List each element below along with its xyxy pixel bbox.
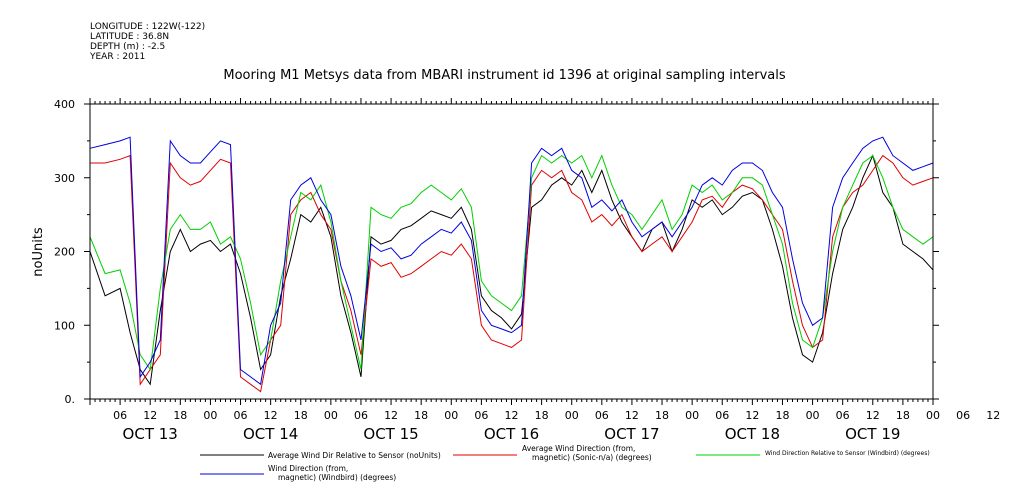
legend-label: Average Wind Dir Relative to Sensor (noU…: [268, 451, 441, 460]
depth-text: DEPTH (m) : -2.5: [90, 42, 166, 52]
day-label: OCT 19: [845, 425, 900, 443]
series-line-0: [89, 154, 934, 386]
x-tick-label: 12: [866, 409, 880, 422]
x-tick-label: 18: [655, 409, 669, 422]
y-tick-label: 300: [54, 172, 75, 185]
y-axis-label: noUnits: [31, 227, 46, 277]
series-layer: [89, 136, 934, 393]
x-tick-label: 00: [565, 409, 579, 422]
metadata-block: LONGITUDE : 122W(-122) LATITUDE : 36.8N …: [90, 22, 205, 62]
day-label: OCT 16: [484, 425, 539, 443]
x-tick-label: 12: [625, 409, 639, 422]
x-tick-label: 06: [595, 409, 609, 422]
x-tick-label: 06: [234, 409, 248, 422]
day-label: OCT 14: [243, 425, 298, 443]
day-label: OCT 13: [123, 425, 178, 443]
year-text: YEAR : 2011: [90, 52, 146, 62]
day-label: OCT 17: [604, 425, 659, 443]
x-tick-label: 12: [986, 409, 1000, 422]
x-tick-label: 06: [836, 409, 850, 422]
x-tick-label: 00: [444, 409, 458, 422]
longitude-text: LONGITUDE : 122W(-122): [90, 22, 206, 32]
x-tick-label: 00: [324, 409, 338, 422]
x-tick-label: 12: [745, 409, 759, 422]
x-tick-label: 18: [414, 409, 428, 422]
x-tick-label: 00: [685, 409, 699, 422]
series-line-2: [89, 154, 934, 371]
x-tick-label: 18: [775, 409, 789, 422]
y-tick-label: 100: [54, 319, 75, 332]
plot-frame: [89, 103, 934, 400]
x-tick-label: 06: [956, 409, 970, 422]
x-tick-label: 06: [715, 409, 729, 422]
legend-label: Average Wind Direction (from, magnetic) (…: [522, 444, 652, 462]
x-tick-label: 00: [806, 409, 820, 422]
series-line-1: [90, 154, 934, 393]
x-tick-label: 00: [926, 409, 940, 422]
axes-layer: 0. 100 200 300 400 06 12 18 00 06 12 18 00 06 12 18 00 06…: [54, 98, 1000, 443]
x-tick-label: 12: [143, 409, 157, 422]
x-tick-label: 06: [474, 409, 488, 422]
day-label: OCT 18: [725, 425, 780, 443]
day-label: OCT 15: [363, 425, 418, 443]
series-line-3: [89, 136, 934, 386]
chart-title: Mooring M1 Metsys data from MBARI instru…: [223, 68, 786, 83]
x-tick-label: 18: [535, 409, 549, 422]
x-tick-label: 06: [354, 409, 368, 422]
legend-label: Wind Direction Relative to Sensor (Windb…: [765, 450, 930, 457]
x-tick-label: 12: [264, 409, 278, 422]
x-tick-label: 18: [896, 409, 910, 422]
legend-label: Wind Direction (from, magnetic) (Windbird…: [268, 464, 396, 482]
latitude-text: LATITUDE : 36.8N: [90, 32, 170, 42]
y-tick-label: 0.: [65, 393, 76, 406]
x-tick-label: 06: [113, 409, 127, 422]
y-tick-label: 200: [54, 246, 75, 259]
y-tick-label: 400: [54, 98, 75, 111]
legend: Average Wind Dir Relative to Sensor (noU…: [200, 444, 930, 482]
x-tick-label: 12: [505, 409, 519, 422]
x-tick-label: 18: [294, 409, 308, 422]
x-tick-label: 18: [173, 409, 187, 422]
x-tick-label: 00: [203, 409, 217, 422]
x-tick-label: 12: [384, 409, 398, 422]
